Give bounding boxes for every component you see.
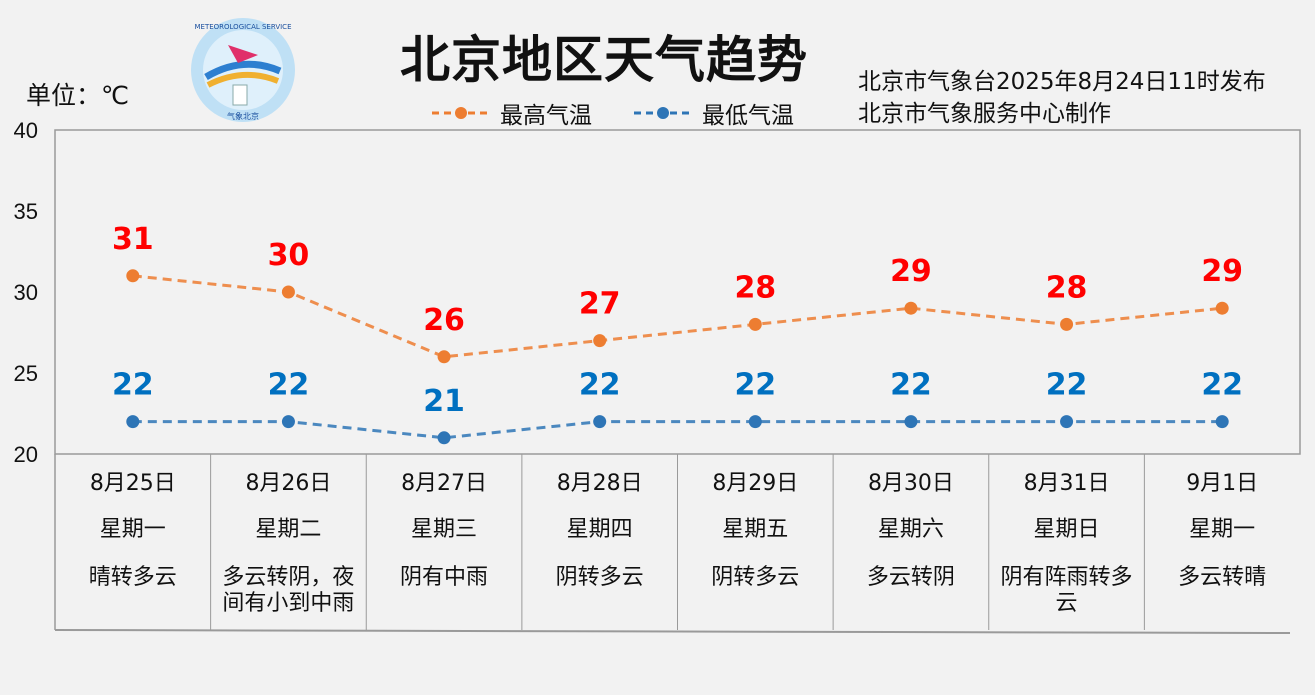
forecast-condition: 阴转多云	[555, 565, 644, 590]
max-temp-label: 27	[579, 287, 621, 322]
max-temp-point	[904, 301, 918, 315]
max-temp-point	[1215, 301, 1229, 315]
legend-item-max-temp: 最高气温	[430, 96, 592, 130]
min-temp-label: 22	[579, 368, 621, 403]
max-temp-point	[126, 269, 140, 283]
forecast-day-cell: 8月29日星期五阴转多云	[678, 455, 834, 627]
forecast-weekday: 星期一	[1189, 517, 1256, 542]
forecast-day-cell: 8月28日星期四阴转多云	[522, 455, 678, 627]
min-temp-point	[281, 415, 295, 429]
y-tick-label: 30	[14, 280, 38, 305]
forecast-weekday: 星期四	[566, 517, 633, 542]
min-temp-point	[126, 415, 140, 429]
forecast-day-cell: 8月30日星期六多云转阴	[833, 455, 989, 627]
max-temp-point	[437, 350, 451, 364]
beijing-meteorological-logo: METEOROLOGICAL SERVICE 气象北京	[188, 15, 298, 125]
max-temp-label: 28	[1046, 270, 1088, 305]
max-temp-point	[281, 285, 295, 299]
forecast-condition: 多云转晴	[1178, 565, 1267, 590]
forecast-date: 8月28日	[556, 471, 643, 496]
forecast-weekday: 星期六	[877, 517, 944, 542]
plot-area-frame	[54, 129, 1301, 455]
max-temp-point	[593, 334, 607, 348]
legend-min-temp-label: 最低气温	[702, 103, 794, 129]
forecast-day-cell: 8月27日星期三阴有中雨	[366, 455, 522, 627]
publisher-line-2: 北京市气象服务中心制作	[858, 101, 1111, 127]
forecast-weekday: 星期一	[99, 517, 166, 542]
forecast-weekday: 星期三	[411, 517, 478, 542]
legend-item-min-temp: 最低气温	[632, 96, 794, 130]
page-title: 北京地区天气趋势	[400, 31, 808, 89]
legend-max-temp-marker	[432, 107, 490, 119]
svg-text:METEOROLOGICAL SERVICE: METEOROLOGICAL SERVICE	[194, 23, 291, 31]
max-temp-label: 26	[423, 303, 465, 338]
forecast-date: 8月30日	[867, 471, 954, 496]
forecast-condition: 阴有中雨	[400, 565, 489, 590]
forecast-date: 8月26日	[245, 471, 332, 496]
forecast-condition: 阴转多云	[711, 565, 800, 590]
y-tick-label: 40	[14, 118, 38, 143]
forecast-weekday: 星期五	[722, 517, 789, 542]
max-temp-label: 29	[890, 254, 932, 289]
y-tick-label: 20	[14, 442, 38, 467]
min-temp-label: 22	[1201, 368, 1243, 403]
forecast-day-cell: 8月26日星期二多云转阴，夜间有小到中雨	[211, 455, 367, 627]
min-temp-label: 22	[890, 368, 932, 403]
min-temp-label: 22	[1046, 368, 1088, 403]
forecast-date: 9月1日	[1186, 471, 1259, 496]
min-temp-line	[132, 420, 1223, 440]
y-tick-label: 35	[14, 199, 38, 224]
forecast-condition: 阴有阵雨转多云	[1000, 565, 1133, 616]
max-temp-label: 30	[268, 238, 310, 273]
max-temp-label: 29	[1201, 254, 1243, 289]
min-temp-label: 21	[423, 384, 465, 419]
max-temp-line	[132, 274, 1223, 359]
min-temp-label: 22	[112, 368, 154, 403]
forecast-condition: 多云转阴	[866, 565, 955, 590]
forecast-day-cell: 8月31日星期日阴有阵雨转多云	[989, 455, 1145, 627]
forecast-day-cell: 9月1日星期一多云转晴	[1144, 455, 1300, 627]
min-temp-point	[1060, 415, 1074, 429]
forecast-date: 8月29日	[712, 471, 799, 496]
forecast-date: 8月25日	[89, 471, 176, 496]
min-temp-point	[748, 415, 762, 429]
publisher-line-1: 北京市气象台2025年8月24日11时发布	[858, 69, 1266, 95]
forecast-weekday: 星期二	[255, 517, 322, 542]
svg-text:气象北京: 气象北京	[227, 111, 259, 121]
max-temp-label: 31	[112, 222, 154, 257]
forecast-condition: 晴转多云	[88, 565, 177, 590]
forecast-date: 8月27日	[401, 471, 488, 496]
forecast-day-cell: 8月25日星期一晴转多云	[55, 455, 211, 627]
y-tick-label: 25	[14, 361, 38, 386]
legend-min-temp-marker	[634, 107, 692, 119]
min-temp-label: 22	[734, 368, 776, 403]
forecast-date: 8月31日	[1023, 471, 1110, 496]
min-temp-label: 22	[268, 368, 310, 403]
forecast-weekday: 星期日	[1033, 517, 1100, 542]
max-temp-point	[1060, 317, 1074, 331]
legend-max-temp-label: 最高气温	[500, 103, 592, 129]
unit-label: 单位：℃	[26, 81, 130, 110]
min-temp-point	[437, 431, 451, 445]
min-temp-point	[904, 415, 918, 429]
max-temp-point	[748, 317, 762, 331]
table-bottom-border	[54, 629, 1291, 634]
min-temp-point	[1215, 415, 1229, 429]
forecast-condition: 多云转阴，夜间有小到中雨	[222, 565, 355, 616]
min-temp-point	[593, 415, 607, 429]
max-temp-label: 28	[734, 270, 776, 305]
